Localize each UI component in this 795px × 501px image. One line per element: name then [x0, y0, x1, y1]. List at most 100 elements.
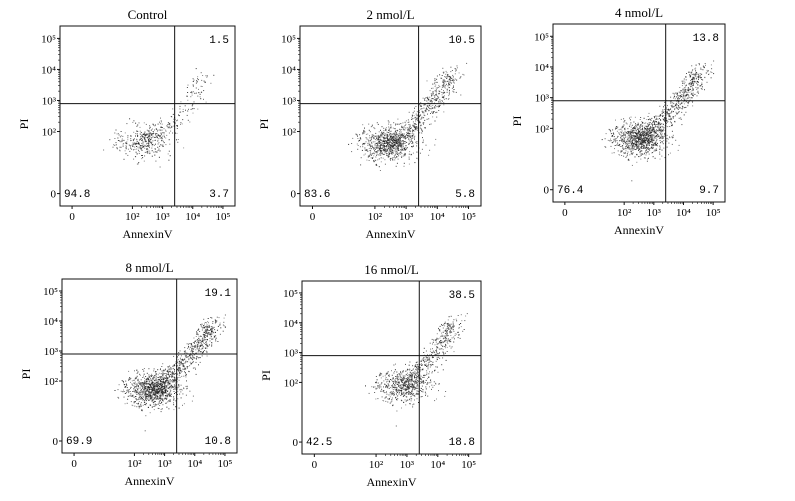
- event-dot: [426, 100, 428, 102]
- event-dot: [146, 137, 148, 138]
- event-dot: [411, 117, 413, 119]
- event-dot: [148, 378, 150, 380]
- event-dot: [640, 143, 642, 145]
- event-dot: [205, 330, 207, 331]
- event-dot: [658, 122, 660, 123]
- event-dot: [123, 396, 125, 398]
- event-dot: [401, 125, 403, 127]
- event-dot: [684, 89, 686, 91]
- event-dot: [178, 366, 180, 368]
- event-dot: [128, 370, 130, 372]
- event-dot: [456, 65, 458, 67]
- event-dot: [411, 133, 413, 135]
- event-dot: [381, 126, 383, 128]
- event-dot: [393, 137, 395, 139]
- event-dot: [691, 90, 693, 92]
- event-dot: [391, 136, 393, 138]
- event-dot: [378, 140, 380, 142]
- event-dot: [626, 138, 628, 140]
- event-dot: [141, 135, 143, 137]
- event-dot: [678, 106, 680, 108]
- event-dot: [632, 145, 634, 147]
- event-dot: [432, 98, 434, 100]
- event-dot: [676, 102, 677, 104]
- event-dot: [189, 356, 191, 358]
- event-dot: [137, 380, 139, 382]
- event-dot: [670, 118, 672, 120]
- event-dot: [421, 108, 423, 110]
- event-dot: [450, 66, 452, 68]
- event-dot: [165, 376, 167, 378]
- event-dot: [149, 412, 151, 414]
- event-dot: [119, 146, 121, 148]
- event-dot: [672, 117, 674, 119]
- event-dot: [138, 143, 140, 144]
- event-dot: [372, 134, 374, 136]
- event-dot: [215, 337, 217, 339]
- event-dot: [151, 145, 153, 147]
- event-dot: [178, 352, 180, 354]
- event-dot: [629, 117, 630, 119]
- event-dot: [373, 135, 375, 137]
- event-dot: [180, 111, 182, 113]
- event-dot: [155, 133, 157, 134]
- event-dot: [167, 127, 169, 129]
- event-dot: [169, 394, 171, 396]
- event-dot: [149, 141, 151, 143]
- event-dot: [655, 115, 657, 117]
- event-dot: [671, 143, 673, 145]
- event-dot: [711, 72, 713, 73]
- event-dot: [160, 378, 162, 380]
- event-dot: [177, 139, 179, 140]
- event-dot: [635, 140, 637, 142]
- event-dot: [431, 101, 433, 103]
- event-dot: [191, 108, 193, 110]
- event-dot: [148, 142, 150, 144]
- event-dot: [432, 116, 434, 118]
- event-dot: [418, 115, 420, 117]
- event-dot: [179, 360, 180, 362]
- event-dot: [177, 359, 179, 361]
- event-dot: [201, 338, 203, 340]
- event-dot: [116, 147, 118, 149]
- event-dot: [432, 92, 434, 94]
- event-dot: [378, 145, 380, 147]
- event-dot: [396, 143, 397, 144]
- event-dot: [396, 144, 398, 146]
- event-dot: [158, 138, 160, 140]
- event-dot: [433, 98, 435, 100]
- event-dot: [630, 116, 632, 118]
- event-dot: [125, 386, 127, 388]
- event-dot: [692, 101, 694, 102]
- event-dot: [149, 398, 151, 399]
- event-dot: [165, 392, 167, 394]
- event-dot: [192, 367, 194, 369]
- event-dot: [633, 135, 635, 137]
- event-dot: [687, 87, 689, 89]
- event-dot: [380, 129, 381, 131]
- event-dot: [153, 151, 155, 153]
- event-dot: [385, 128, 387, 130]
- event-dot: [161, 381, 163, 382]
- event-dot: [206, 332, 208, 334]
- event-dot: [182, 368, 184, 370]
- event-dot: [449, 79, 451, 81]
- event-dot: [633, 138, 635, 139]
- event-dot: [162, 391, 163, 393]
- event-dot: [640, 158, 642, 160]
- event-dot: [631, 132, 633, 134]
- x-tick-label: 10⁵: [461, 211, 476, 223]
- event-dot: [648, 153, 650, 155]
- event-dot: [654, 137, 656, 139]
- event-dot: [134, 388, 136, 390]
- event-dot: [655, 144, 657, 146]
- event-dot: [219, 322, 221, 324]
- event-dot: [159, 403, 161, 404]
- event-dot: [652, 122, 654, 124]
- event-dot: [688, 89, 690, 90]
- event-dot: [427, 105, 429, 107]
- event-dot: [197, 344, 199, 345]
- event-dot: [139, 406, 141, 408]
- event-dot: [392, 127, 394, 129]
- event-dot: [203, 337, 205, 339]
